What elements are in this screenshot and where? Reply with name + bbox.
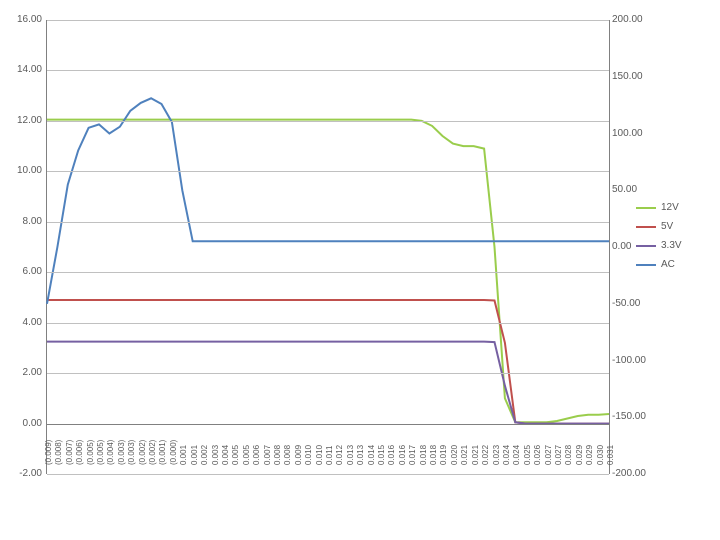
x-axis-label: 0.017	[408, 405, 417, 465]
gridline	[47, 474, 609, 475]
x-axis-label: 0.016	[387, 405, 396, 465]
x-axis-label: 0.004	[221, 405, 230, 465]
x-axis-label: 0.012	[335, 405, 344, 465]
y-right-label: 150.00	[612, 71, 656, 82]
x-axis-label: (0.006)	[75, 405, 84, 465]
y-right-label: -200.00	[612, 468, 656, 479]
series-12V	[47, 120, 609, 423]
x-axis-label: 0.019	[439, 405, 448, 465]
gridline	[47, 20, 609, 21]
legend-label: 3.3V	[661, 240, 682, 251]
x-axis-label: 0.016	[398, 405, 407, 465]
gridline	[47, 70, 609, 71]
legend-item-12V: 12V	[636, 202, 682, 213]
y-left-label: 8.00	[6, 216, 42, 227]
y-left-label: 10.00	[6, 165, 42, 176]
x-axis-label: 0.029	[585, 405, 594, 465]
x-axis-label: 0.021	[460, 405, 469, 465]
x-axis-label: 0.008	[273, 405, 282, 465]
x-axis-label: 0.031	[606, 405, 615, 465]
x-axis-label: (0.002)	[138, 405, 147, 465]
x-axis-label: 0.027	[554, 405, 563, 465]
x-axis-label: (0.002)	[148, 405, 157, 465]
x-axis-label: 0.013	[356, 405, 365, 465]
x-axis-label: (0.009)	[44, 405, 53, 465]
x-axis-label: (0.008)	[54, 405, 63, 465]
y-right-label: -50.00	[612, 298, 656, 309]
y-right-label: 50.00	[612, 184, 656, 195]
x-axis-label: 0.024	[502, 405, 511, 465]
x-axis-label: 0.001	[179, 405, 188, 465]
x-axis-label: 0.005	[231, 405, 240, 465]
x-axis-label: (0.000)	[169, 405, 178, 465]
y-left-label: 16.00	[6, 14, 42, 25]
y-right-label: 0.00	[612, 241, 656, 252]
legend-label: 5V	[661, 221, 673, 232]
x-axis-label: (0.007)	[65, 405, 74, 465]
x-axis-label: 0.013	[346, 405, 355, 465]
legend-swatch	[636, 226, 656, 228]
x-axis-label: 0.010	[304, 405, 313, 465]
gridline	[47, 171, 609, 172]
x-axis-label: 0.018	[419, 405, 428, 465]
x-axis-label: (0.003)	[117, 405, 126, 465]
x-axis-label: 0.002	[200, 405, 209, 465]
x-axis-label: 0.021	[471, 405, 480, 465]
x-axis-label: (0.003)	[127, 405, 136, 465]
gridline	[47, 323, 609, 324]
x-axis-label: (0.005)	[96, 405, 105, 465]
gridline	[47, 222, 609, 223]
y-right-label: 100.00	[612, 128, 656, 139]
y-left-label: 6.00	[6, 266, 42, 277]
legend-item-5V: 5V	[636, 221, 682, 232]
x-axis-label: 0.025	[523, 405, 532, 465]
x-axis-label: 0.028	[564, 405, 573, 465]
x-axis-label: 0.014	[367, 405, 376, 465]
legend-swatch	[636, 264, 656, 266]
legend-swatch	[636, 207, 656, 209]
x-axis-label: 0.007	[263, 405, 272, 465]
x-axis-label: 0.015	[377, 405, 386, 465]
x-axis-label: (0.001)	[158, 405, 167, 465]
legend-item-AC: AC	[636, 259, 682, 270]
x-axis-label: 0.003	[211, 405, 220, 465]
gridline	[47, 121, 609, 122]
x-axis-label: 0.006	[252, 405, 261, 465]
y-left-label: 0.00	[6, 418, 42, 429]
x-axis-label: 0.018	[429, 405, 438, 465]
x-axis-label: 0.009	[294, 405, 303, 465]
y-left-label: 2.00	[6, 367, 42, 378]
gridline	[47, 373, 609, 374]
x-axis-label: 0.022	[481, 405, 490, 465]
x-axis-label: (0.004)	[106, 405, 115, 465]
chart-container: 12V 5V 3.3V AC -2.00 0.00 2.00 4.00 6.00 8.00 10.…	[0, 0, 720, 540]
x-axis-label: 0.008	[283, 405, 292, 465]
x-axis-label: 0.029	[575, 405, 584, 465]
y-left-label: -2.00	[6, 468, 42, 479]
legend-label: 12V	[661, 202, 679, 213]
x-axis-label: 0.027	[544, 405, 553, 465]
y-left-label: 12.00	[6, 115, 42, 126]
x-axis-label: (0.005)	[86, 405, 95, 465]
x-axis-label: 0.024	[512, 405, 521, 465]
y-right-label: -150.00	[612, 411, 656, 422]
x-axis-label: 0.005	[242, 405, 251, 465]
y-right-label: -100.00	[612, 355, 656, 366]
legend-label: AC	[661, 259, 675, 270]
y-left-label: 14.00	[6, 64, 42, 75]
x-axis-label: 0.030	[596, 405, 605, 465]
x-axis-label: 0.010	[315, 405, 324, 465]
x-axis-label: 0.011	[325, 405, 334, 465]
gridline	[47, 272, 609, 273]
x-axis-label: 0.026	[533, 405, 542, 465]
x-axis-label: 0.023	[492, 405, 501, 465]
y-right-label: 200.00	[612, 14, 656, 25]
y-left-label: 4.00	[6, 317, 42, 328]
x-axis-label: 0.020	[450, 405, 459, 465]
legend: 12V 5V 3.3V AC	[636, 202, 682, 278]
x-axis-label: 0.001	[190, 405, 199, 465]
